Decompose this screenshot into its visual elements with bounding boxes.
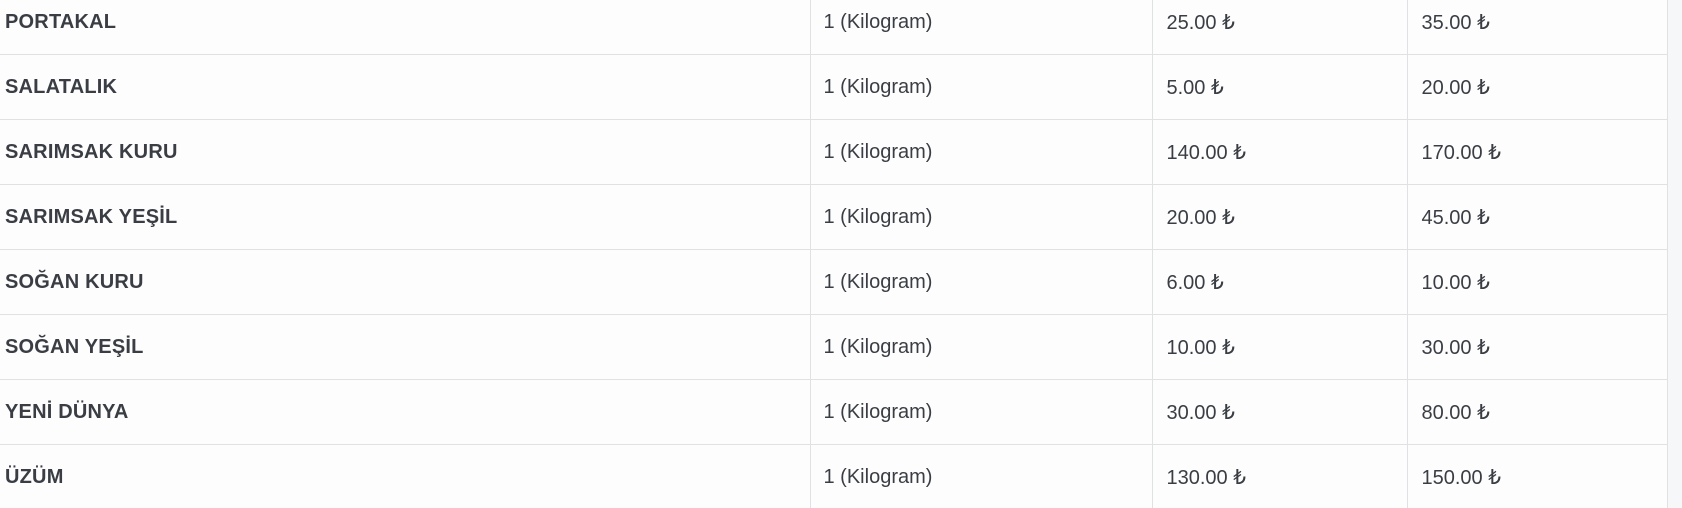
max-price-cell: 150.00 ₺ <box>1407 444 1668 508</box>
min-price-cell: 30.00 ₺ <box>1152 379 1408 445</box>
max-price-cell: 45.00 ₺ <box>1407 184 1668 250</box>
min-price-cell: 25.00 ₺ <box>1152 0 1408 55</box>
unit-cell: 1 (Kilogram) <box>810 0 1153 55</box>
product-name-cell: SOĞAN KURU <box>0 249 811 315</box>
unit-cell: 1 (Kilogram) <box>810 119 1153 185</box>
unit-cell: 1 (Kilogram) <box>810 54 1153 120</box>
max-price-cell: 10.00 ₺ <box>1407 249 1668 315</box>
table-row: SOĞAN YEŞİL 1 (Kilogram) 10.00 ₺ 30.00 ₺ <box>0 314 1668 380</box>
right-gutter <box>1667 0 1682 508</box>
table-row: YENİ DÜNYA 1 (Kilogram) 30.00 ₺ 80.00 ₺ <box>0 379 1668 445</box>
product-name-cell: PORTAKAL <box>0 0 811 55</box>
product-name-cell: SARIMSAK YEŞİL <box>0 184 811 250</box>
min-price-cell: 5.00 ₺ <box>1152 54 1408 120</box>
product-name-cell: SOĞAN YEŞİL <box>0 314 811 380</box>
unit-cell: 1 (Kilogram) <box>810 379 1153 445</box>
min-price-cell: 130.00 ₺ <box>1152 444 1408 508</box>
min-price-cell: 20.00 ₺ <box>1152 184 1408 250</box>
table-row: ÜZÜM 1 (Kilogram) 130.00 ₺ 150.00 ₺ <box>0 444 1668 508</box>
max-price-cell: 30.00 ₺ <box>1407 314 1668 380</box>
product-name-cell: SARIMSAK KURU <box>0 119 811 185</box>
product-name-cell: SALATALIK <box>0 54 811 120</box>
min-price-cell: 6.00 ₺ <box>1152 249 1408 315</box>
product-name-cell: ÜZÜM <box>0 444 811 508</box>
table-row: SOĞAN KURU 1 (Kilogram) 6.00 ₺ 10.00 ₺ <box>0 249 1668 315</box>
min-price-cell: 10.00 ₺ <box>1152 314 1408 380</box>
unit-cell: 1 (Kilogram) <box>810 314 1153 380</box>
max-price-cell: 80.00 ₺ <box>1407 379 1668 445</box>
max-price-cell: 35.00 ₺ <box>1407 0 1668 55</box>
table-row: SARIMSAK KURU 1 (Kilogram) 140.00 ₺ 170.00 … <box>0 119 1668 185</box>
table-row: PORTAKAL 1 (Kilogram) 25.00 ₺ 35.00 ₺ <box>0 0 1668 55</box>
table-row: SARIMSAK YEŞİL 1 (Kilogram) 20.00 ₺ 45.00 ₺ <box>0 184 1668 250</box>
min-price-cell: 140.00 ₺ <box>1152 119 1408 185</box>
table-row: SALATALIK 1 (Kilogram) 5.00 ₺ 20.00 ₺ <box>0 54 1668 120</box>
unit-cell: 1 (Kilogram) <box>810 444 1153 508</box>
max-price-cell: 20.00 ₺ <box>1407 54 1668 120</box>
unit-cell: 1 (Kilogram) <box>810 249 1153 315</box>
max-price-cell: 170.00 ₺ <box>1407 119 1668 185</box>
product-name-cell: YENİ DÜNYA <box>0 379 811 445</box>
unit-cell: 1 (Kilogram) <box>810 184 1153 250</box>
